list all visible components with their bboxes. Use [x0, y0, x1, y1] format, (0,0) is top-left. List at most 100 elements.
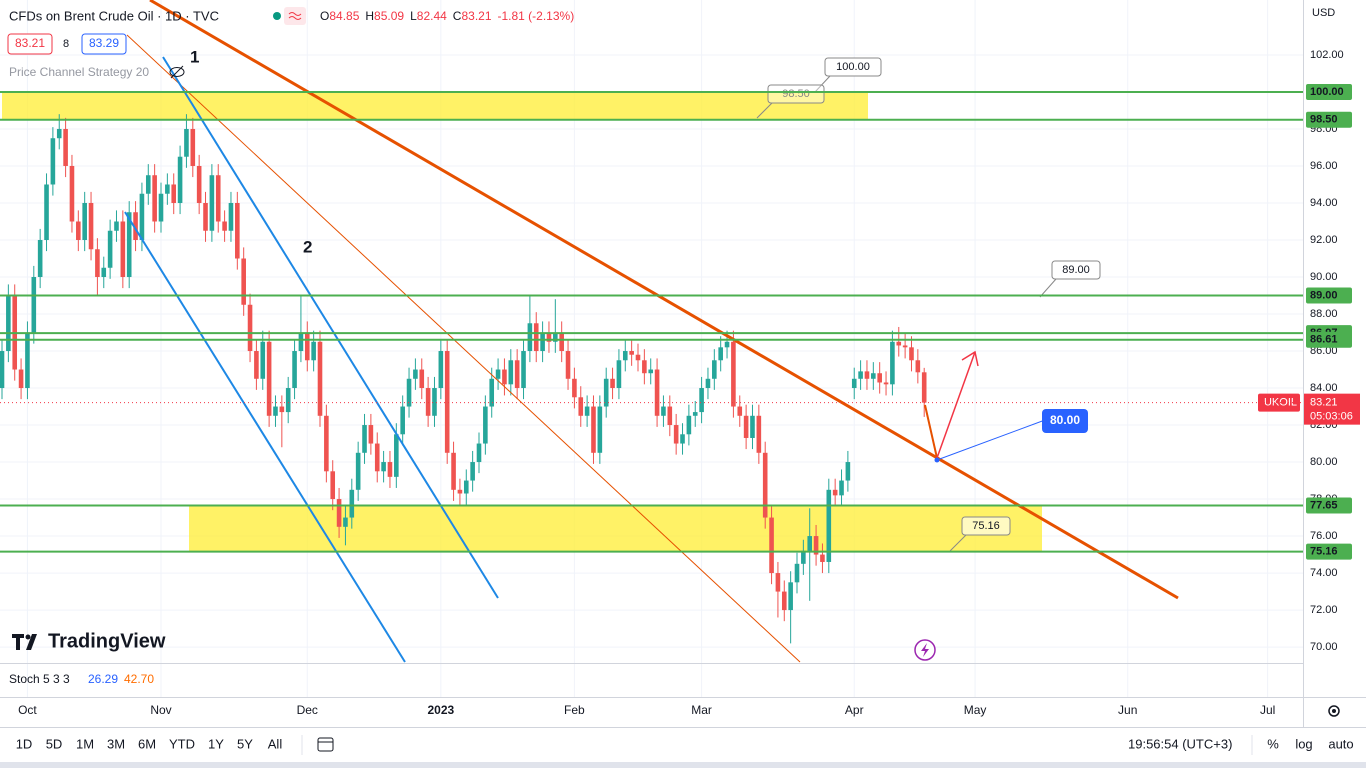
y-tick-label: 86.00 [1310, 345, 1338, 357]
range-button[interactable]: 1Y [208, 736, 224, 751]
candle-body [88, 202, 94, 250]
bid-box[interactable] [7, 33, 53, 55]
candle-body [540, 332, 545, 352]
candle-body [692, 412, 698, 416]
candle-body [215, 175, 221, 222]
stoch-name: Stoch 5 3 3 [9, 672, 70, 686]
candle-body [781, 591, 787, 611]
symbol-badge [1258, 393, 1300, 412]
status-icon [288, 12, 302, 20]
candle-body [731, 341, 736, 407]
range-button[interactable]: 1M [76, 736, 94, 751]
connector [936, 419, 1046, 461]
range-button[interactable]: 3M [107, 736, 125, 751]
level-label: 75.16 [1310, 546, 1338, 558]
candle-body [521, 351, 526, 389]
status-dot [273, 12, 281, 20]
logo-text: TradingView [48, 630, 166, 652]
candle-body [126, 212, 132, 278]
candle-body [578, 397, 584, 416]
range-button[interactable]: 5D [46, 736, 63, 751]
ohlc-change: -1.81 (-2.13%) [498, 9, 575, 23]
candle-body [871, 373, 876, 379]
candle-body [801, 550, 806, 564]
candle-body [114, 221, 119, 231]
hide-icon[interactable] [169, 65, 185, 79]
range-button[interactable]: 1D [16, 736, 33, 751]
x-tick-label: 2023 [427, 703, 454, 717]
candle-body [209, 175, 215, 231]
candle-body [483, 406, 488, 444]
candle-body [438, 351, 444, 389]
range-button[interactable]: 5Y [237, 736, 253, 751]
candle-body [476, 443, 482, 463]
x-tick-label: Apr [845, 703, 864, 717]
candle-body [381, 462, 386, 472]
candle-body [285, 388, 291, 413]
candle-body [896, 341, 902, 346]
candle-body [813, 536, 819, 555]
candle-body [514, 360, 520, 389]
range-button[interactable]: YTD [169, 736, 195, 751]
candle-body [661, 406, 666, 416]
candle-body [82, 202, 87, 240]
candles [0, 114, 927, 644]
footer-strip [0, 762, 1366, 768]
candle-body [145, 175, 151, 194]
level-badge [1306, 543, 1352, 560]
range-button[interactable]: All [268, 736, 283, 751]
scale-option[interactable]: auto [1328, 736, 1353, 751]
candle-body [489, 378, 495, 407]
candle-body [591, 406, 596, 453]
candle-body [362, 425, 367, 453]
settings-icon[interactable] [1328, 705, 1340, 717]
ohlc-legend: O84.85 H85.09 L82.44 C83.21 -1.81 (-2.13%) [320, 9, 574, 23]
trend-line [149, 0, 1179, 600]
candle-body [756, 415, 762, 453]
indicator-name: Price Channel Strategy 20 [9, 65, 149, 79]
candle-body [419, 369, 425, 389]
x-tick-label: Jul [1260, 703, 1275, 717]
candle-body [425, 388, 431, 416]
ask: 83.29 [89, 36, 119, 50]
callout-label: 89.00 [1062, 264, 1090, 276]
candle-body [705, 378, 711, 389]
zones [2, 91, 1042, 552]
candle-body [279, 406, 285, 413]
candle-body [177, 156, 183, 203]
candle-body [877, 373, 882, 383]
candle-body [508, 360, 514, 385]
date-range-icon[interactable] [317, 737, 334, 752]
candle-body [673, 425, 679, 444]
scale-option[interactable]: log [1295, 736, 1312, 751]
candle-body [25, 332, 30, 389]
y-tick-label: 74.00 [1310, 567, 1338, 579]
scale-option[interactable]: % [1267, 736, 1279, 751]
bid: 83.21 [15, 36, 45, 50]
candle-body [444, 351, 450, 453]
drawings: 1 2 100.00 98.50 89.00 75.16 80.00 [124, 0, 1179, 663]
candle-body [324, 415, 329, 472]
ask-box[interactable] [81, 33, 127, 55]
candle-body [165, 184, 170, 194]
currency[interactable]: USD [1312, 7, 1335, 19]
level-badge [1306, 331, 1352, 348]
callout: 100.00 [814, 57, 882, 93]
candle-body [330, 471, 336, 500]
candle-body [553, 332, 558, 342]
ohlc-value: 84.85 [329, 9, 359, 23]
candle-body [546, 332, 552, 342]
candle-body [890, 341, 895, 385]
level-label: 77.65 [1310, 499, 1338, 511]
arrow-head [961, 350, 979, 367]
range-button[interactable]: 6M [138, 736, 156, 751]
candle-body [502, 369, 507, 385]
y-tick-label: 94.00 [1310, 197, 1338, 209]
candle-body [298, 332, 304, 352]
callout-label: 75.16 [972, 520, 1000, 532]
x-tick-label: Feb [564, 703, 585, 717]
y-tick-label: 96.00 [1310, 160, 1338, 172]
y-tick-label: 70.00 [1310, 641, 1338, 653]
level-badge [1306, 111, 1352, 128]
